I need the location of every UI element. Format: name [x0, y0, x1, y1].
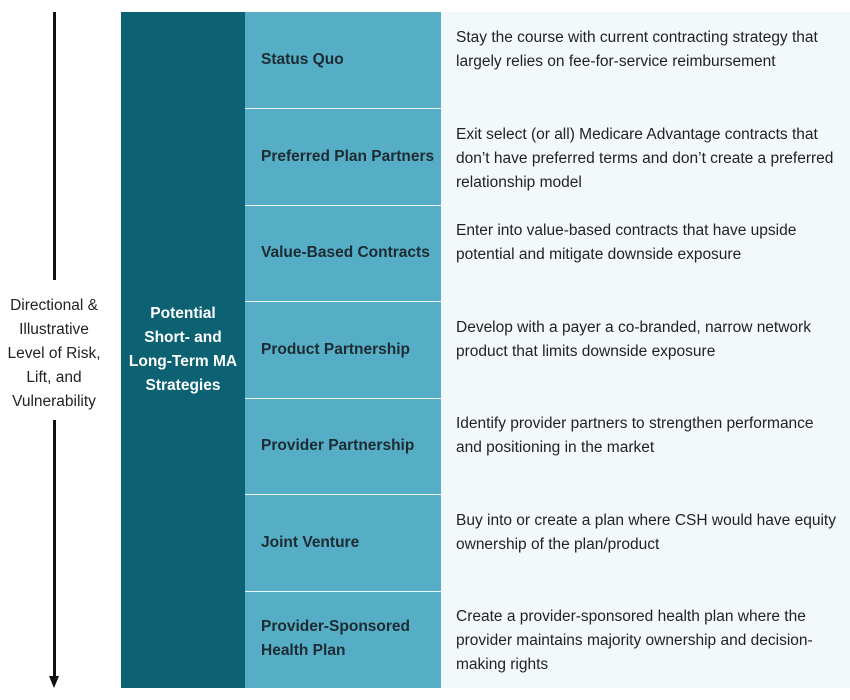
- row-divider: [245, 494, 441, 495]
- strategies-category-column: Potential Short- and Long-Term MA Strate…: [121, 12, 245, 688]
- row-divider: [245, 204, 441, 206]
- strategy-description-cell: Create a provider-sponsored health plan …: [441, 591, 850, 688]
- strategy-name: Product Partnership: [261, 340, 410, 358]
- row-divider: [245, 108, 441, 109]
- row-divider: [245, 590, 441, 592]
- strategy-row-preferred-plan-partners: Preferred Plan Partners Exit select (or …: [245, 108, 850, 205]
- strategy-name-cell: Provider Partnership: [245, 398, 441, 495]
- strategy-description: Enter into value-based contracts that ha…: [456, 222, 797, 263]
- strategy-name-cell: Joint Venture: [245, 494, 441, 591]
- strategy-name: Provider Partnership: [261, 437, 415, 455]
- strategy-row-provider-partnership: Provider Partnership Identify provider p…: [245, 398, 850, 495]
- strategy-description-cell: Buy into or create a plan where CSH woul…: [441, 494, 850, 591]
- strategy-description-cell: Exit select (or all) Medicare Advantage …: [441, 108, 850, 205]
- strategy-name-cell: Preferred Plan Partners: [245, 108, 441, 205]
- arrow-line-bottom: [53, 420, 56, 678]
- strategy-row-status-quo: Status Quo Stay the course with current …: [245, 12, 850, 109]
- strategy-description-cell: Stay the course with current contracting…: [441, 12, 850, 109]
- strategy-name: Status Quo: [261, 51, 344, 69]
- strategy-description-cell: Enter into value-based contracts that ha…: [441, 205, 850, 302]
- strategy-row-value-based-contracts: Value-Based Contracts Enter into value-b…: [245, 205, 850, 302]
- strategy-description: Develop with a payer a co-branded, narro…: [456, 318, 811, 360]
- row-divider: [245, 397, 441, 399]
- strategies-category-label: Potential Short- and Long-Term MA Strate…: [128, 305, 238, 394]
- strategy-row-product-partnership: Product Partnership Develop with a payer…: [245, 301, 850, 398]
- strategy-name-cell: Status Quo: [245, 12, 441, 109]
- strategy-row-joint-venture: Joint Venture Buy into or create a plan …: [245, 494, 850, 591]
- strategy-description: Identify provider partners to strengthen…: [456, 415, 814, 456]
- strategy-description: Buy into or create a plan where CSH woul…: [456, 511, 836, 553]
- strategy-description: Stay the course with current contracting…: [456, 29, 818, 70]
- risk-axis-label: Directional & Illustrative Level of Risk…: [7, 297, 101, 410]
- strategy-name-cell: Value-Based Contracts: [245, 205, 441, 302]
- strategy-name: Value-Based Contracts: [261, 244, 430, 262]
- strategy-row-provider-sponsored-health-plan: Provider-Sponsored Health Plan Create a …: [245, 591, 850, 688]
- arrow-down-icon: [49, 676, 59, 688]
- strategy-name: Preferred Plan Partners: [261, 147, 435, 165]
- strategy-name-cell: Provider-Sponsored Health Plan: [245, 591, 441, 688]
- row-divider: [245, 301, 441, 302]
- risk-arrow: Directional & Illustrative Level of Risk…: [0, 0, 112, 700]
- strategy-name: Provider-Sponsored Health Plan: [261, 618, 410, 660]
- strategy-description: Exit select (or all) Medicare Advantage …: [456, 125, 834, 191]
- strategy-name: Joint Venture: [261, 533, 360, 551]
- strategy-table: Status Quo Stay the course with current …: [245, 12, 850, 688]
- strategy-description: Create a provider-sponsored health plan …: [456, 608, 813, 673]
- strategy-description-cell: Identify provider partners to strengthen…: [441, 398, 850, 495]
- strategy-name-cell: Product Partnership: [245, 301, 441, 398]
- arrow-line-top: [53, 12, 56, 280]
- strategy-description-cell: Develop with a payer a co-branded, narro…: [441, 301, 850, 398]
